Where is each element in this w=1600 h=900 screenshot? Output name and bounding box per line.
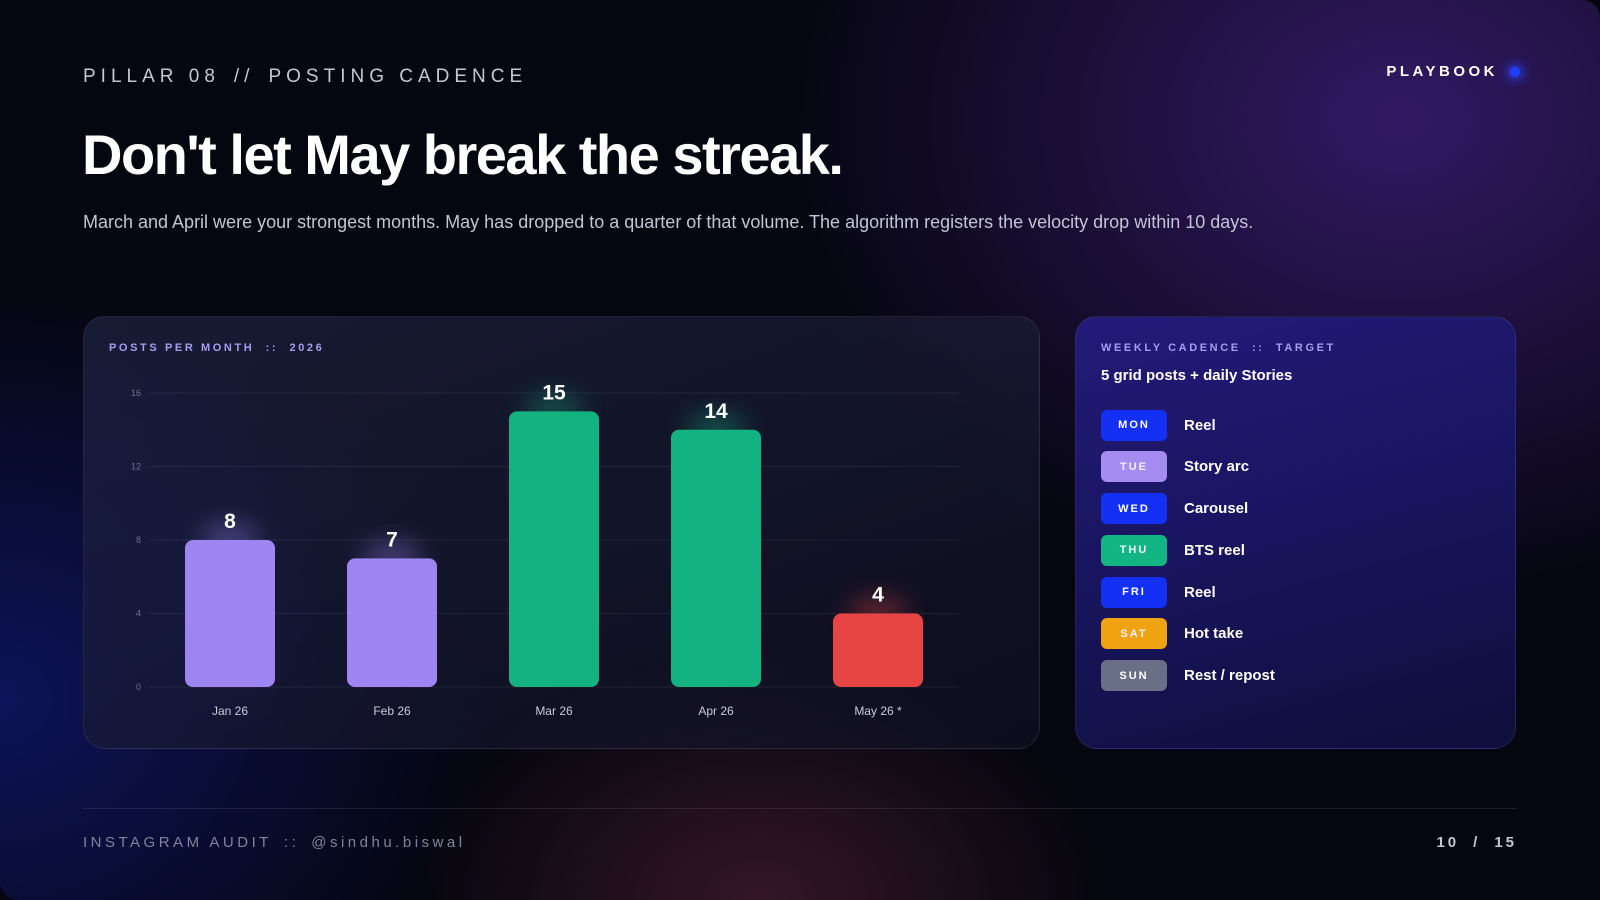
bar-apr-26 [671,429,761,687]
playbook-badge: PLAYBOOK [1386,63,1520,80]
cadence-row-tue: TUE Story arc [1101,451,1275,483]
y-tick-label: 0 [136,682,141,692]
day-activity-mon: Reel [1184,416,1216,434]
cadence-row-mon: MON Reel [1101,409,1275,441]
footer-divider [83,808,1517,809]
chart-card-label: POSTS PER MONTH :: 2026 [109,342,325,354]
footer-separator: :: [283,834,300,851]
eyebrow-separator: // [233,66,255,87]
day-activity-sun: Rest / repost [1184,667,1275,685]
day-pill-mon: MON [1101,409,1167,441]
x-tick-label: Feb 26 [373,704,411,718]
status-dot-icon [1510,66,1520,77]
eyebrow: PILLAR 08 // POSTING CADENCE [83,66,527,88]
page-total: 15 [1494,834,1517,851]
posts-bar-chart: 0 4 8 12 16 8 Jan 26 7 Feb 26 15 Mar 26 14 Apr 26 4 Ma… [131,381,959,718]
cadence-day-list: MON Reel TUE Story arc WED Carousel THU … [1101,409,1275,702]
section-label: POSTING CADENCE [268,66,528,87]
x-tick-label: Jan 26 [212,704,248,718]
y-tick-label: 12 [131,462,141,472]
bar-mar-26 [509,411,599,687]
cadence-row-wed: WED Carousel [1101,493,1275,525]
day-activity-sat: Hot take [1184,625,1244,643]
bar-value-label: 8 [224,510,236,533]
day-activity-fri: Reel [1184,583,1216,601]
day-pill-wed: WED [1101,493,1167,525]
bar-jan-26 [185,540,275,687]
x-tick-label: Apr 26 [698,704,734,718]
footer-audit: INSTAGRAM AUDIT:: @sindhu.biswal [83,834,466,851]
cadence-row-fri: FRI Reel [1101,576,1275,608]
cadence-row-sun: SUN Rest / repost [1101,660,1275,692]
cadence-card-label: WEEKLY CADENCE :: TARGET [1101,342,1336,354]
footer-audit-label: INSTAGRAM AUDIT [83,834,272,851]
bar-value-label: 14 [704,400,728,423]
day-activity-thu: BTS reel [1184,541,1245,559]
day-pill-sun: SUN [1101,660,1167,692]
pillar-label: PILLAR 08 [83,66,220,87]
weekly-cadence-card: WEEKLY CADENCE :: TARGET 5 grid posts + … [1075,316,1516,749]
bar-value-label: 7 [386,528,398,551]
x-tick-label: May 26 * [854,704,902,718]
cadence-subtitle: 5 grid posts + daily Stories [1101,367,1293,384]
cadence-row-thu: THU BTS reel [1101,534,1275,566]
y-tick-label: 8 [136,535,141,545]
bar-may-26 [833,613,923,687]
playbook-label: PLAYBOOK [1386,63,1498,80]
day-pill-tue: TUE [1101,451,1167,483]
footer-handle: @sindhu.biswal [311,834,466,851]
page-separator: / [1473,834,1481,851]
y-tick-label: 4 [136,609,141,619]
y-tick-label: 16 [131,388,141,398]
day-activity-tue: Story arc [1184,458,1250,476]
bar-value-label: 15 [542,381,566,404]
bar-feb-26 [347,558,437,687]
page-subtitle: March and April were your strongest mont… [83,212,1254,232]
day-pill-thu: THU [1101,534,1167,566]
page-current: 10 [1436,834,1460,851]
day-pill-fri: FRI [1101,576,1167,608]
x-tick-label: Mar 26 [535,704,573,718]
day-pill-sat: SAT [1101,618,1167,650]
day-activity-wed: Carousel [1184,500,1249,518]
page-counter: 10 / 15 [1436,834,1517,851]
bar-value-label: 4 [872,584,884,607]
page-title: Don't let May break the streak. [82,123,844,186]
cadence-row-sat: SAT Hot take [1101,618,1275,650]
